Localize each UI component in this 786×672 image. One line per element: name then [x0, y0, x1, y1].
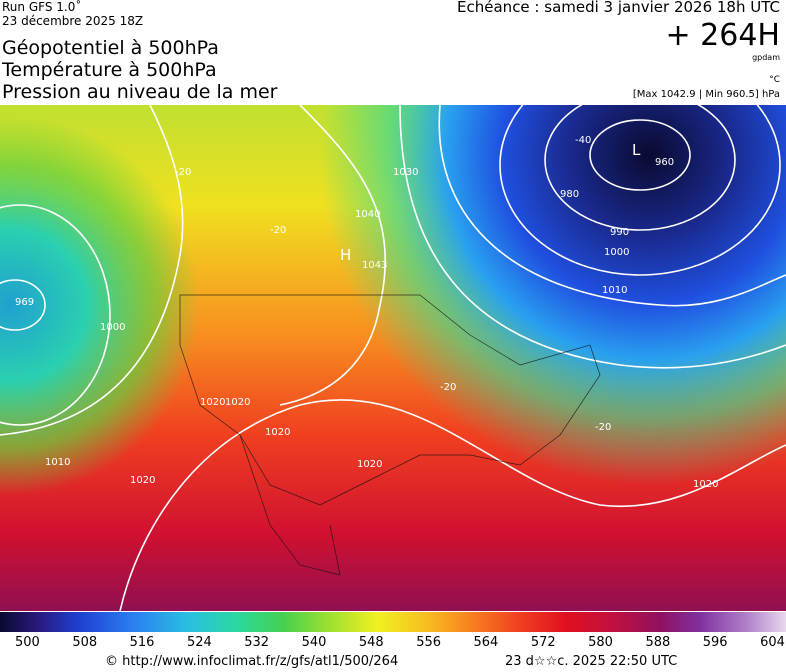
unit: °C [769, 75, 780, 85]
run: Run GFS 1.0˚ [2, 0, 82, 14]
title: Pression au niveau de la mer [2, 81, 278, 103]
colorbar-ticks: 500 508 516 524 532 540 548 556 564 572 580 588 596 6… [15, 635, 785, 650]
title: Température à 500hPa [2, 59, 217, 81]
map-label: 990 [610, 227, 629, 238]
colorbar-tick: 588 [645, 635, 671, 650]
run-date: 23 décembre 2025 18Z [2, 14, 144, 28]
colorbar-tick: 580 [588, 635, 613, 650]
map-label: 1010 [45, 457, 70, 468]
map-label: 1030 [393, 167, 418, 178]
colorbar-tick: 508 [72, 635, 98, 650]
map-label: -40 [575, 135, 591, 146]
map-label: 1020 [130, 475, 155, 486]
colorbar-tick: 564 [473, 635, 499, 650]
title: Géopotentiel à 500hPa [2, 37, 219, 59]
footer-date: 23 d☆☆c. 2025 22:50 UTC [505, 654, 678, 669]
map: 960 980 990 1000 1010 1020 1030 1040 H 1043 L 969 10… [0, 105, 786, 611]
map-label: 1020 [225, 397, 250, 408]
colorbar-tick: 532 [244, 635, 270, 650]
map-label: -20 [595, 422, 611, 433]
footer-url: © http://www.infoclimat.fr/z/gfs/atl1/50… [105, 654, 399, 669]
map-label: 1040 [355, 209, 380, 220]
colorbar-tick: 572 [530, 635, 556, 650]
colorbar-tick: 556 [416, 635, 442, 650]
map-label: 980 [560, 189, 579, 200]
colorbar-tick: 540 [301, 635, 327, 650]
valid-time: Echéance : samedi 3 janvier 2026 18h UTC [457, 0, 780, 16]
colorbar-tick: 516 [129, 635, 155, 650]
unit: gpdam [752, 53, 780, 62]
map-label: 960 [655, 157, 674, 168]
map-label: -20 [270, 225, 286, 236]
map-label: -20 [175, 167, 191, 178]
map-label: H [340, 246, 351, 264]
colorbar-tick: 596 [702, 635, 728, 650]
map-label: 1000 [100, 322, 125, 333]
colorbar-tick: 524 [186, 635, 212, 650]
map-label: 1020 [265, 427, 290, 438]
map-label: 1020 [693, 479, 718, 490]
colorbar-tick: 500 [15, 635, 40, 650]
lead-time: + 264H [665, 18, 781, 53]
map-label: 1043 [362, 260, 387, 271]
map-label: L [632, 141, 641, 159]
map-label: 1020 [357, 459, 382, 470]
map-label: 1000 [604, 247, 629, 258]
map-label: 1010 [602, 285, 627, 296]
map-label: 969 [15, 297, 34, 308]
colorbar-tick: 548 [358, 635, 384, 650]
colorbar [0, 612, 786, 632]
map-label: 1020 [200, 397, 225, 408]
colorbar-tick: 604 [760, 635, 785, 650]
pressure-range: [Max 1042.9 | Min 960.5] hPa [632, 89, 780, 100]
map-label: -20 [440, 382, 456, 393]
